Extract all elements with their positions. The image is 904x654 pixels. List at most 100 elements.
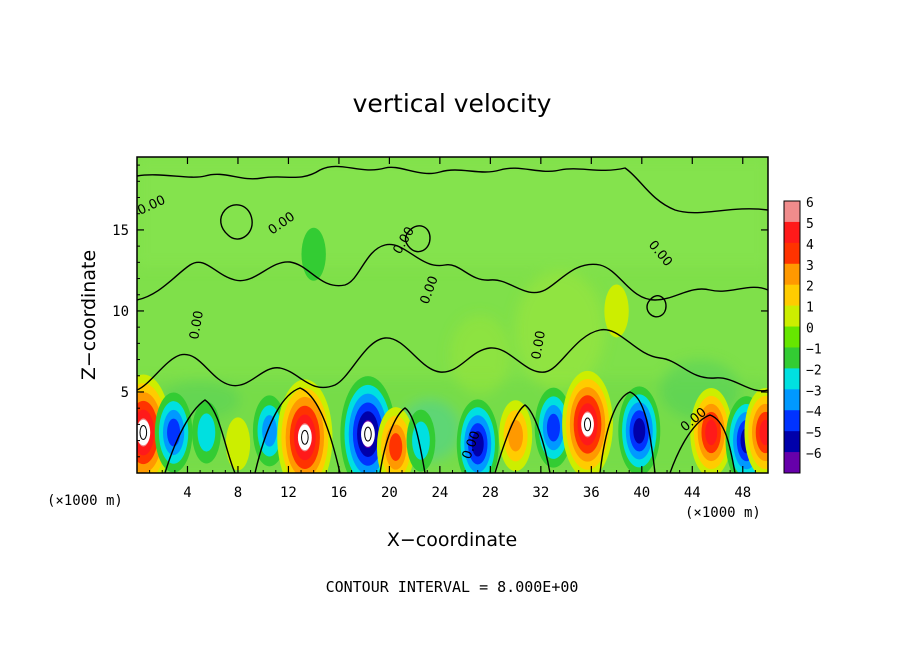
colorbar-swatch: [784, 389, 800, 411]
velocity-cell-core: [361, 421, 375, 447]
velocity-cell: [456, 399, 499, 473]
velocity-cell: [498, 400, 533, 472]
colorbar-tick-label: 4: [806, 238, 814, 253]
colorbar-swatch: [784, 284, 800, 307]
velocity-cell-band: [301, 227, 326, 281]
colorbar-tick-label: −3: [806, 384, 822, 399]
velocity-cell: [618, 386, 661, 473]
x-tick-label: 48: [734, 485, 751, 501]
velocity-cell: [690, 388, 733, 473]
velocity-cell: [137, 374, 171, 473]
colorbar-swatch: [784, 410, 800, 432]
velocity-cell-band: [225, 417, 251, 471]
zero-contour-wave-6: [669, 414, 736, 473]
x-tick-label: 36: [583, 485, 600, 501]
colorbar-tick-label: 0: [806, 322, 814, 337]
colorbar-tick-label: −1: [806, 342, 822, 357]
y-tick-label: 5: [121, 385, 129, 401]
y-axis: 5 10 15: [112, 164, 768, 458]
x-tick-label: 4: [183, 485, 191, 501]
zero-contours: [137, 165, 768, 473]
colorbar-tick-label: −6: [806, 447, 822, 462]
zero-contour-loop-1: [220, 204, 253, 240]
velocity-cell-band: [705, 419, 718, 446]
velocity-cell-core: [581, 412, 594, 437]
velocity-cells: [137, 227, 768, 473]
colorbar-tick-label: 2: [806, 280, 814, 295]
colorbar-swatch: [784, 368, 800, 390]
velocity-cell: [301, 227, 326, 281]
colorbar-tick-label: 6: [806, 196, 814, 211]
velocity-cell: [604, 284, 629, 338]
colorbar-swatch: [784, 242, 800, 265]
zero-contour-wave-1: [164, 399, 236, 473]
velocity-cell-contour: [139, 425, 148, 440]
velocity-cell-contour: [583, 417, 592, 432]
velocity-cell-band: [604, 284, 629, 338]
velocity-cell-band: [471, 431, 484, 457]
velocity-cell-contour: [301, 429, 309, 445]
zero-contour-upper: [137, 165, 768, 214]
velocity-cell-band: [389, 433, 403, 461]
x-unit-left: (×1000 m): [47, 493, 123, 509]
velocity-cell-band: [262, 415, 277, 447]
x-axis-label: X−coordinate: [387, 529, 517, 551]
x-tick-label: 20: [381, 485, 398, 501]
colorbar-swatch: [784, 431, 800, 453]
plot-area: 0.00 0.00 0.00 0.00 0.00 0.00 0.00 0.00 …: [137, 157, 768, 473]
zero-contour-wave-4: [494, 404, 551, 473]
velocity-cell: [192, 401, 221, 464]
colorbar-swatch: [784, 326, 800, 348]
x-tick-label: 44: [684, 485, 701, 501]
velocity-cell: [744, 388, 768, 473]
x-tick-label: 12: [280, 485, 297, 501]
velocity-cell-band: [633, 418, 646, 444]
velocity-cell-core: [137, 419, 151, 446]
colorbar: 6 5 4 3 2 1 0 −1 −2 −3 −4 −5 −6: [783, 196, 822, 474]
x-tick-label: 24: [431, 485, 448, 501]
zero-contour-low: [137, 329, 768, 392]
zero-contour-wave-3: [379, 407, 426, 473]
x-tick-label: 16: [330, 485, 347, 501]
colorbar-swatch: [784, 452, 800, 474]
x-unit-right: (×1000 m): [685, 505, 761, 521]
velocity-cell-contour: [364, 426, 372, 442]
zero-contour-loop-3: [646, 295, 667, 318]
y-tick-label: 10: [112, 304, 129, 320]
velocity-cell-band: [759, 419, 768, 446]
x-tick-label: 8: [234, 485, 242, 501]
y-tick-label: 15: [112, 223, 129, 239]
colorbar-swatch: [784, 305, 800, 328]
colorbar-swatch: [784, 263, 800, 286]
zero-contour-loop-2: [404, 225, 431, 253]
velocity-cell: [406, 409, 436, 472]
velocity-cell-band: [508, 419, 523, 452]
contour-interval: CONTOUR INTERVAL = 8.000E+00: [326, 578, 579, 596]
velocity-cell-band: [197, 413, 216, 452]
velocity-cell-core: [297, 424, 312, 451]
velocity-cell-band: [546, 413, 560, 442]
contour-label: 0.00: [187, 310, 207, 341]
x-tick-label: 40: [633, 485, 650, 501]
colorbar-tick-label: −4: [806, 405, 822, 420]
colorbar-swatch: [784, 201, 800, 223]
velocity-cell: [277, 379, 333, 473]
chart-title: vertical velocity: [353, 89, 552, 118]
x-tick-label: 32: [532, 485, 549, 501]
colorbar-tick-label: 3: [806, 259, 814, 274]
contour-label: 0.00: [529, 330, 549, 361]
colorbar-tick-label: 1: [806, 301, 814, 316]
zero-contour-mid: [137, 243, 768, 301]
x-tick-label: 28: [482, 485, 499, 501]
x-axis: 4 8 12 16 20 24 28 32 36 40 44 48: [149, 157, 756, 501]
colorbar-swatch: [784, 347, 800, 369]
colorbar-tick-label: −2: [806, 363, 822, 378]
colorbar-tick-label: 5: [806, 217, 814, 232]
velocity-cell: [225, 417, 251, 471]
velocity-cell: [562, 370, 613, 473]
velocity-cell-band: [167, 418, 181, 447]
velocity-cell: [376, 407, 415, 473]
colorbar-frame: [783, 200, 801, 474]
zero-contour-wave-2: [254, 387, 341, 473]
